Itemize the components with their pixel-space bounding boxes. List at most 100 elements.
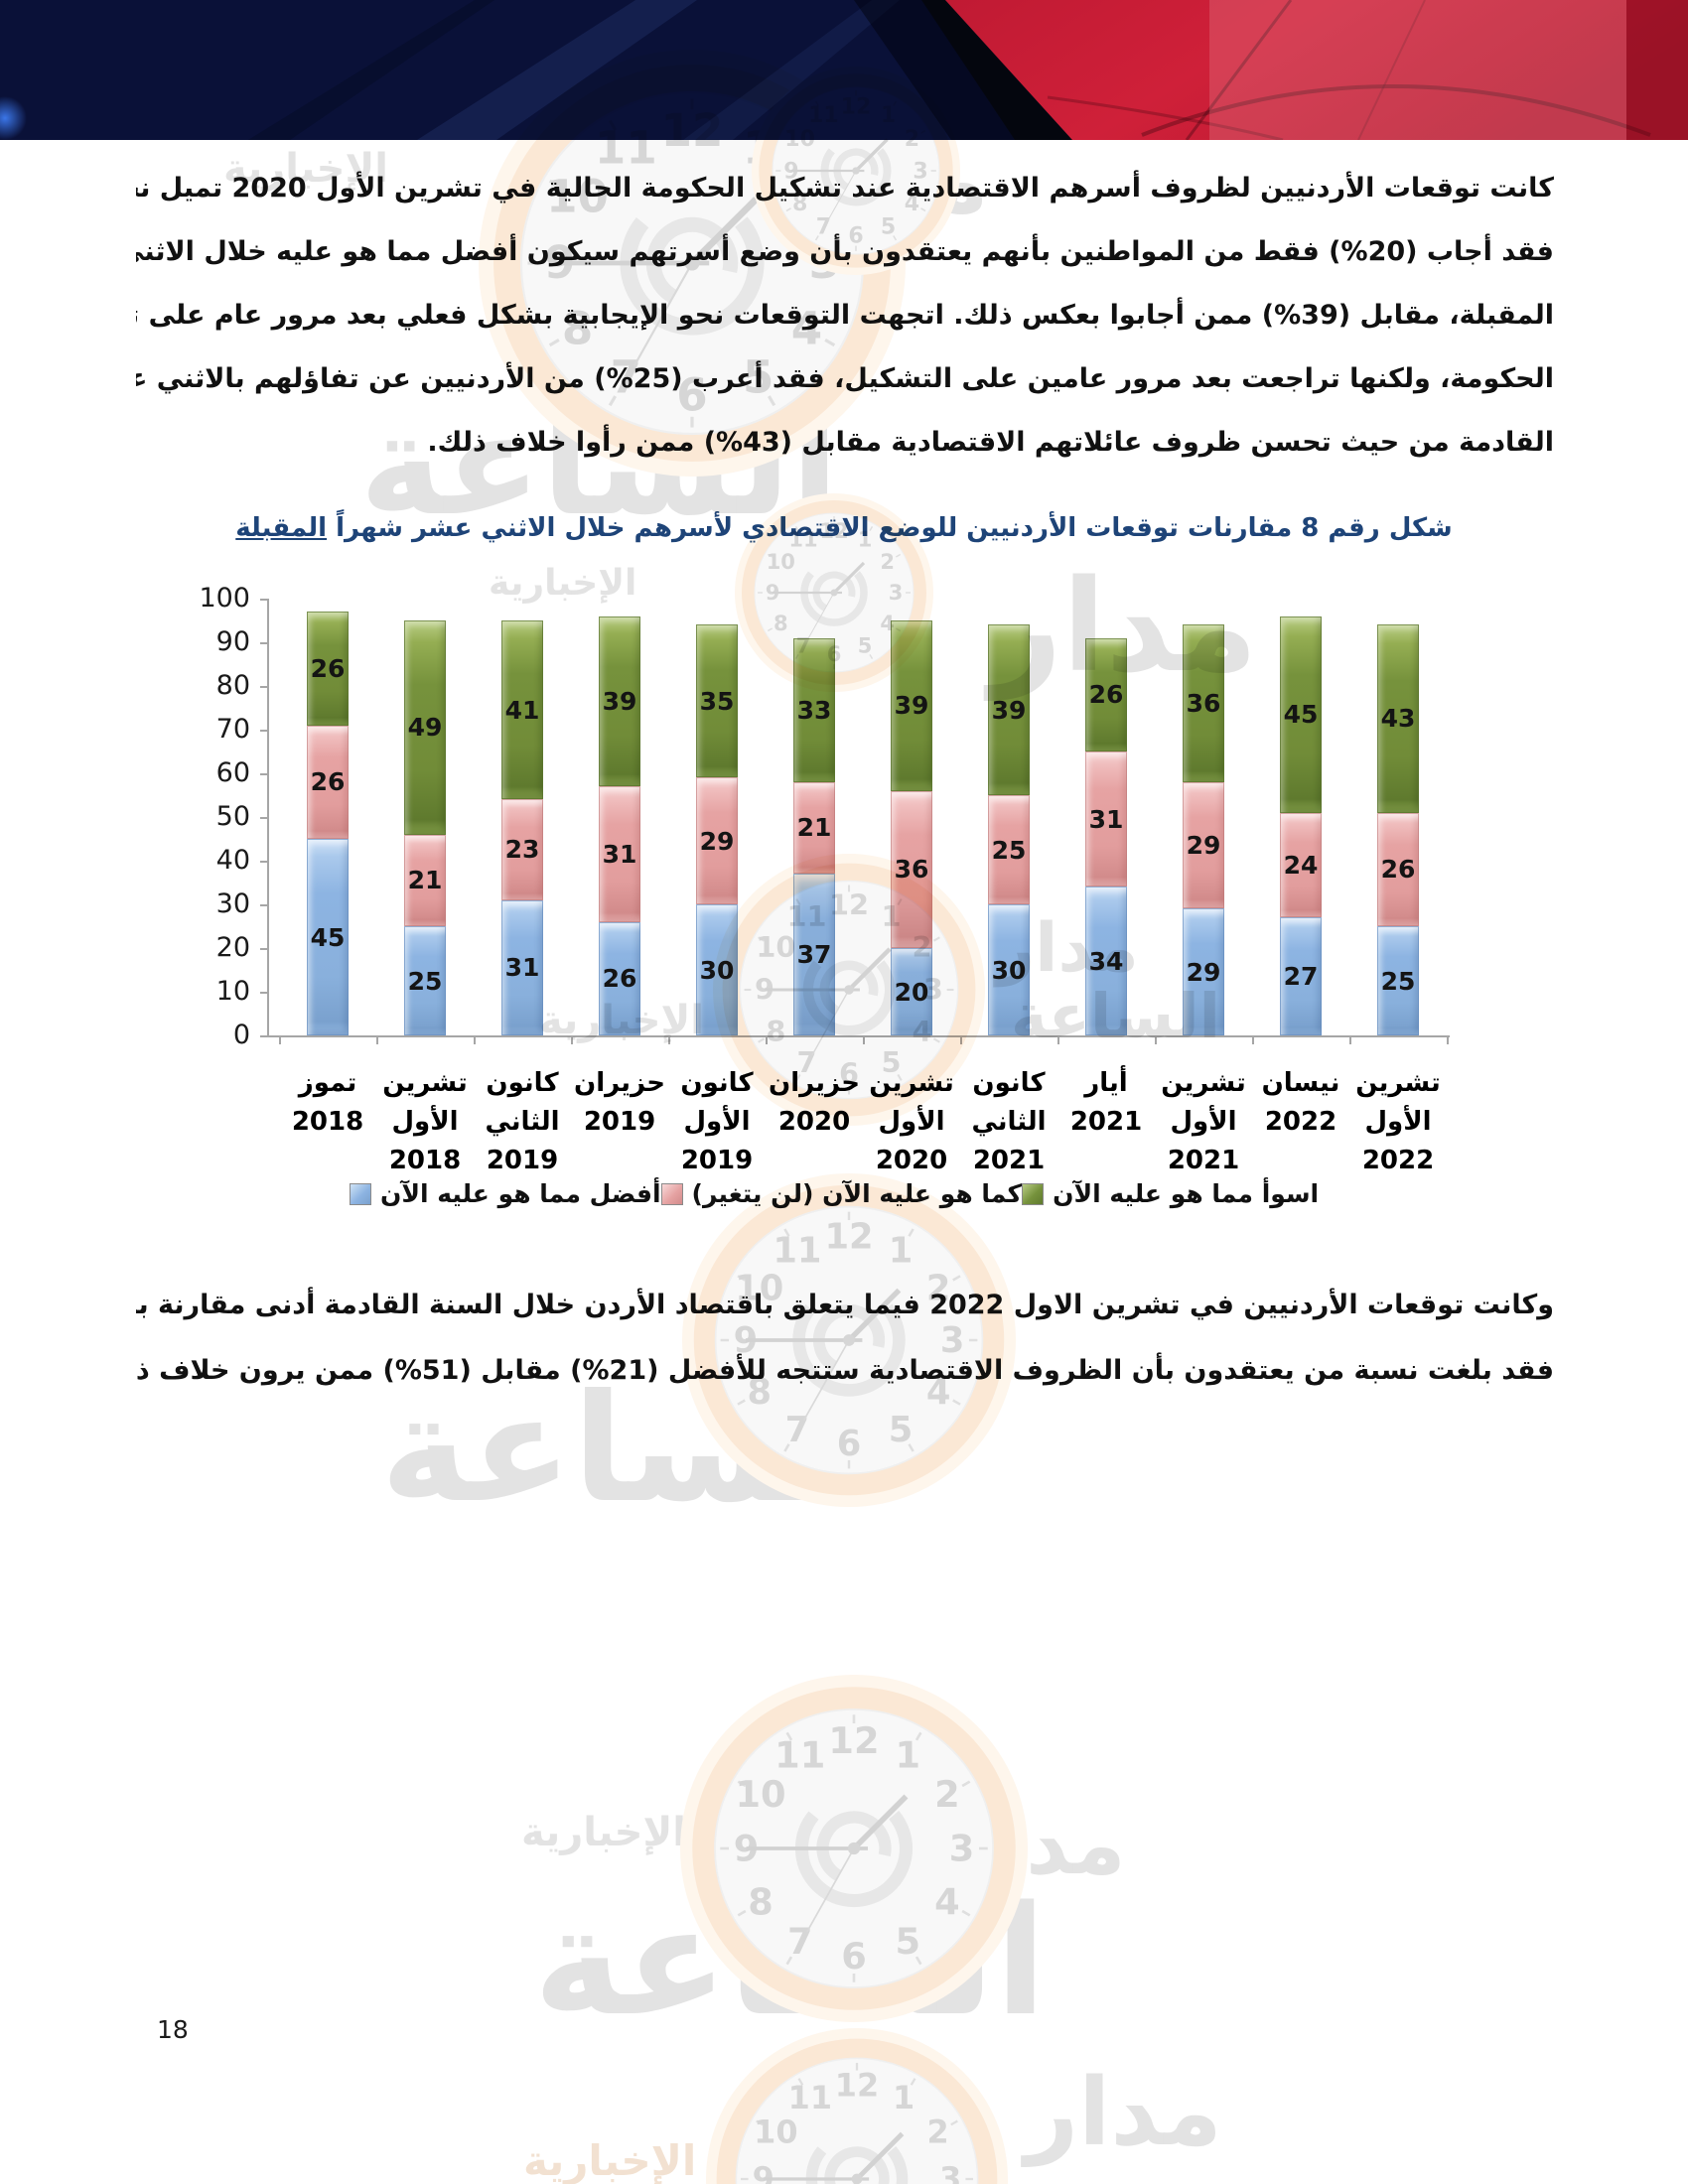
bar-data-label: 31 (602, 839, 637, 869)
bar-data-label: 25 (1380, 966, 1416, 996)
y-axis-tick (260, 904, 269, 906)
legend-swatch-better-icon (350, 1182, 371, 1205)
bar-segment-series0: 25 (404, 926, 446, 1035)
bar-data-label: 45 (310, 922, 346, 952)
x-axis-tick (1057, 1037, 1059, 1044)
y-axis-tick-label: 70 (215, 714, 250, 745)
legend-label: أفضل مما هو عليه الآن (380, 1179, 661, 1208)
bar-data-label: 33 (796, 695, 832, 725)
x-axis-category-label: كانون الأول 2019 (680, 1068, 754, 1175)
bar-segment-series2: 39 (988, 624, 1030, 795)
bar-segment-series0: 34 (1085, 887, 1127, 1035)
bar-segment-series0: 25 (1377, 926, 1419, 1035)
bar-data-label: 20 (894, 977, 929, 1007)
y-axis-tick (260, 642, 269, 644)
bar-data-label: 49 (407, 713, 443, 743)
bar-segment-series0: 37 (793, 874, 835, 1035)
y-axis-tick (260, 861, 269, 863)
bar-data-label: 31 (1088, 804, 1124, 834)
bar-data-label: 27 (1283, 962, 1319, 992)
bar-data-label: 35 (699, 686, 735, 716)
bar-segment-series2: 33 (793, 637, 835, 782)
x-axis-tick (1447, 1037, 1449, 1044)
y-axis-tick (260, 948, 269, 950)
x-axis-tick (668, 1037, 670, 1044)
y-axis-tick-label: 50 (215, 801, 250, 832)
legend-item-worse: اسوأ مما هو عليه الآن (1022, 1179, 1319, 1208)
bar-segment-series1: 36 (891, 790, 932, 948)
bar-segment-series2: 36 (1183, 624, 1224, 782)
header-banner-image (0, 0, 1688, 140)
y-axis-tick-label: 80 (215, 670, 250, 701)
y-axis-tick-label: 90 (215, 626, 250, 657)
bar-data-label: 24 (1283, 850, 1319, 880)
bar-segment-series1: 21 (404, 834, 446, 926)
bar-data-label: 36 (1186, 689, 1221, 719)
bar-segment-series1: 24 (1280, 812, 1322, 918)
y-axis-tick (260, 1035, 269, 1037)
legend-label: كما هو عليه الآن (لن يتغير) (691, 1179, 1023, 1208)
paragraph-line: وكانت توقعات الأردنيين في تشرين الاول 20… (136, 1290, 1554, 1320)
legend-swatch-same-icon (660, 1182, 683, 1205)
bar-data-label: 39 (602, 686, 637, 716)
x-axis-category-label: نيسان 2022 (1261, 1068, 1340, 1137)
x-axis-tick (863, 1037, 865, 1044)
x-axis-category-label: تشرين الأول 2022 (1355, 1068, 1441, 1175)
bar-segment-series1: 29 (1183, 781, 1224, 909)
bar-data-label: 25 (991, 835, 1027, 865)
bar-segment-series0: 20 (891, 948, 932, 1035)
bar-segment-series0: 26 (599, 921, 640, 1035)
bar-segment-series2: 39 (891, 620, 932, 791)
bar-segment-series0: 29 (1183, 908, 1224, 1035)
legend-item-same: كما هو عليه الآن (لن يتغير) (660, 1179, 1023, 1208)
bar-segment-series2: 45 (1280, 615, 1322, 813)
bar-data-label: 25 (407, 966, 443, 996)
bar-segment-series1: 21 (793, 781, 835, 875)
bar-segment-series1: 31 (1085, 751, 1127, 887)
x-axis-category-label: أيار 2021 (1069, 1068, 1143, 1137)
bar-segment-series0: 30 (696, 904, 738, 1035)
legend-label: اسوأ مما هو عليه الآن (1053, 1179, 1320, 1208)
x-axis-tick (474, 1037, 476, 1044)
x-axis-tick (1252, 1037, 1254, 1044)
bar-segment-series0: 27 (1280, 917, 1322, 1035)
bar-data-label: 31 (504, 953, 540, 983)
y-axis-tick-label: 30 (215, 888, 250, 919)
x-axis-category-label: كانون الثاني 2019 (485, 1068, 560, 1175)
chart-legend: أفضل مما هو عليه الآن كما هو عليه الآن (… (350, 1179, 1319, 1208)
x-axis-line (260, 1035, 1450, 1037)
x-axis-tick (376, 1037, 378, 1044)
bar-data-label: 39 (894, 691, 929, 721)
y-axis-tick (260, 773, 269, 775)
bar-segment-series0: 31 (501, 899, 543, 1035)
bar-data-label: 26 (602, 964, 637, 994)
bar-segment-series2: 49 (404, 620, 446, 835)
x-axis-tick (960, 1037, 962, 1044)
bar-segment-series2: 39 (599, 615, 640, 787)
x-axis-category-label: حزيران 2019 (574, 1068, 665, 1137)
y-axis-tick-label: 60 (215, 757, 250, 788)
y-axis-tick-label: 40 (215, 845, 250, 876)
bar-data-label: 21 (407, 866, 443, 895)
bar-segment-series1: 26 (1377, 812, 1419, 926)
bar-segment-series2: 26 (1085, 637, 1127, 751)
bar-segment-series1: 25 (988, 795, 1030, 904)
y-axis-tick-label: 20 (215, 932, 250, 963)
bar-segment-series1: 23 (501, 799, 543, 900)
bar-data-label: 21 (796, 813, 832, 843)
bar-data-label: 45 (1283, 700, 1319, 730)
bar-data-label: 26 (310, 767, 346, 797)
y-axis-tick (260, 817, 269, 819)
x-axis-tick (1349, 1037, 1351, 1044)
y-axis-tick (260, 730, 269, 732)
bar-data-label: 41 (504, 695, 540, 725)
bar-data-label: 29 (1186, 957, 1221, 987)
x-axis-category-label: كانون الثاني 2021 (971, 1068, 1047, 1175)
bar-segment-series1: 31 (599, 786, 640, 922)
bar-data-label: 43 (1380, 704, 1416, 734)
legend-swatch-worse-icon (1022, 1182, 1045, 1205)
bar-segment-series0: 45 (307, 839, 349, 1035)
x-axis-category-label: حزيران 2020 (769, 1068, 860, 1137)
